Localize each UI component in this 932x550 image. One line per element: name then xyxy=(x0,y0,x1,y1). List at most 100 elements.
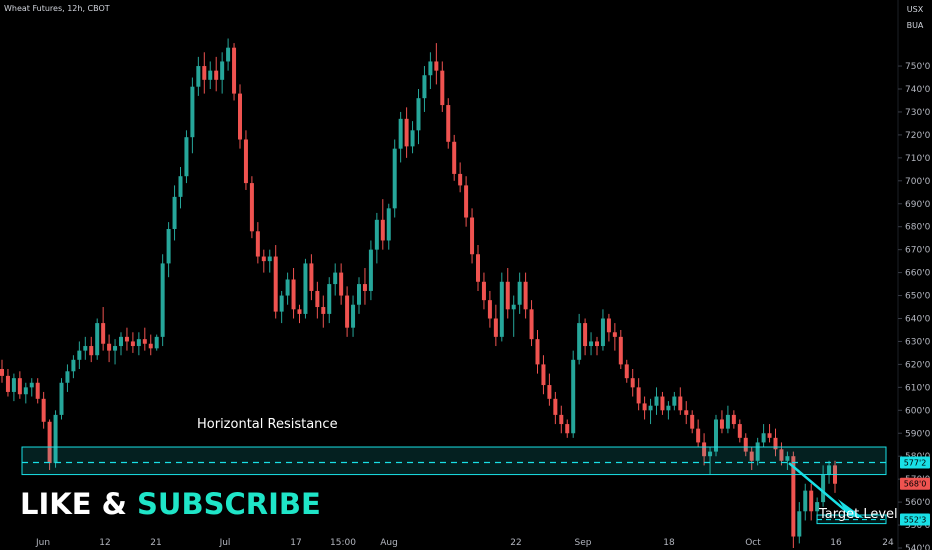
time-tick: 22 xyxy=(510,538,521,548)
candle xyxy=(690,410,695,434)
candle xyxy=(178,167,183,209)
candle xyxy=(708,447,713,475)
candle xyxy=(166,222,171,278)
candle xyxy=(351,295,356,337)
candle xyxy=(684,401,689,425)
resistance-zone xyxy=(21,446,887,476)
candle xyxy=(309,254,314,301)
candle xyxy=(297,304,302,324)
svg-text:552'3: 552'3 xyxy=(904,516,927,525)
svg-text:577'2: 577'2 xyxy=(904,459,927,468)
candle xyxy=(714,414,718,457)
candle xyxy=(821,465,826,507)
subscribe-text: SUBSCRIBE xyxy=(137,487,321,521)
candle xyxy=(35,378,40,404)
candle xyxy=(59,378,64,420)
unit-badge[interactable]: BUA xyxy=(906,21,924,30)
price-tick: 700'0 xyxy=(905,177,931,187)
candle xyxy=(481,272,486,310)
candle xyxy=(243,130,248,190)
candle xyxy=(368,240,373,301)
candle xyxy=(749,447,754,470)
candle xyxy=(273,245,278,319)
price-tick: 750'0 xyxy=(905,62,931,72)
candle xyxy=(523,272,528,319)
price-tick: 720'0 xyxy=(905,131,931,141)
time-tick: 24 xyxy=(882,538,894,548)
candle xyxy=(130,332,135,353)
target-label: Target Level xyxy=(819,507,898,522)
svg-text:568'0: 568'0 xyxy=(904,480,927,489)
candle xyxy=(321,295,326,328)
price-tick: 590'0 xyxy=(905,429,931,439)
time-axis[interactable]: Jun 12 21 Jul 17 15:00 Aug 22 Sep 18 Oct 16 24 xyxy=(35,538,894,548)
candle xyxy=(184,130,189,184)
candle xyxy=(618,329,623,369)
candle xyxy=(654,387,659,415)
candle xyxy=(11,373,16,402)
candle xyxy=(41,391,46,429)
candle xyxy=(238,84,242,149)
candle xyxy=(160,254,165,347)
candle xyxy=(148,334,153,356)
candle xyxy=(95,318,100,360)
candle xyxy=(5,368,10,397)
candle xyxy=(357,277,361,314)
candle xyxy=(345,286,350,337)
price-tick: 560'0 xyxy=(905,498,931,508)
candle xyxy=(773,428,778,457)
candle xyxy=(404,107,409,158)
candle xyxy=(630,368,635,397)
candle xyxy=(255,222,260,264)
time-tick: Jul xyxy=(219,538,231,548)
candle xyxy=(464,176,469,227)
candle xyxy=(89,336,94,363)
candle xyxy=(47,419,52,470)
candle xyxy=(315,281,320,319)
candle xyxy=(696,419,701,448)
price-tick: 600'0 xyxy=(905,406,931,416)
price-tick: 550'0 xyxy=(905,521,931,531)
candle xyxy=(725,405,730,434)
candle xyxy=(71,355,76,379)
time-tick: 17 xyxy=(290,538,301,548)
candle xyxy=(505,268,510,319)
candle xyxy=(23,382,28,404)
price-tick: 660'0 xyxy=(905,269,931,279)
chart-title: Wheat Futures, 12h, CBOT xyxy=(4,4,110,13)
candle xyxy=(303,258,308,319)
candle xyxy=(452,134,457,181)
candle xyxy=(755,437,760,466)
candle xyxy=(29,378,34,397)
candle xyxy=(672,391,677,411)
candle xyxy=(565,419,570,438)
candle xyxy=(595,336,599,356)
candle xyxy=(535,329,540,374)
like-text: LIKE & xyxy=(20,487,127,521)
candle xyxy=(261,249,266,273)
candle xyxy=(553,391,558,425)
time-tick: Oct xyxy=(745,538,761,548)
time-tick: 12 xyxy=(99,538,110,548)
candle xyxy=(0,359,4,383)
candle xyxy=(487,290,492,328)
candle xyxy=(493,304,498,347)
candle xyxy=(339,263,344,305)
candle xyxy=(761,424,766,448)
candle xyxy=(374,212,379,264)
candle xyxy=(124,327,129,351)
candle xyxy=(785,451,790,470)
time-tick: Jun xyxy=(35,538,50,548)
candle xyxy=(731,410,736,429)
candle xyxy=(190,77,195,154)
candle xyxy=(737,419,742,443)
like-subscribe-banner: LIKE & SUBSCRIBE xyxy=(20,487,321,521)
candle xyxy=(660,391,665,415)
currency-badge[interactable]: USX xyxy=(906,5,924,14)
candle xyxy=(470,208,475,264)
candle xyxy=(612,323,617,351)
price-axis[interactable]: 540'0550'0560'0570'0580'0590'0600'0610'0… xyxy=(898,62,931,550)
candle xyxy=(142,327,147,351)
candle xyxy=(517,272,522,314)
